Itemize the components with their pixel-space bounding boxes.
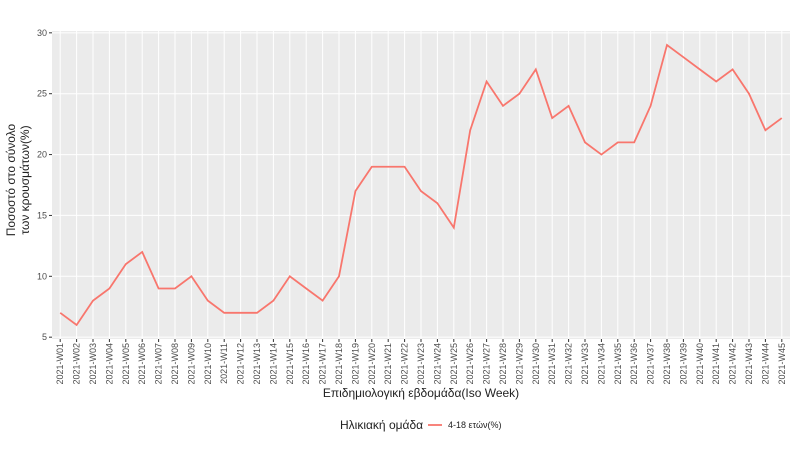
- x-tick-label: 2021-W40: [695, 343, 705, 385]
- x-tick-label: 2021-W29: [514, 343, 524, 385]
- y-axis-title: Ποσοστό στο σύνολο: [4, 123, 18, 236]
- x-tick-label: 2021-W23: [416, 343, 426, 385]
- x-tick-label: 2021-W32: [564, 343, 574, 385]
- x-tick-label: 2021-W35: [613, 343, 623, 385]
- x-tick-label: 2021-W37: [646, 343, 656, 385]
- x-tick-label: 2021-W24: [432, 343, 442, 385]
- legend-label: 4-18 ετών(%): [448, 420, 501, 430]
- x-tick-label: 2021-W01: [55, 343, 65, 385]
- x-tick-label: 2021-W07: [154, 343, 164, 385]
- x-tick-label: 2021-W25: [449, 343, 459, 385]
- x-axis-title: Επιδημιολογική εβδομάδα(Iso Week): [323, 386, 519, 400]
- x-tick-label: 2021-W20: [367, 343, 377, 385]
- series-line: [59, 43, 783, 327]
- x-tick-label: 2021-W02: [72, 343, 82, 385]
- x-tick-label: 2021-W06: [137, 343, 147, 385]
- x-tick-label: 2021-W04: [104, 343, 114, 385]
- x-tick-label: 2021-W22: [400, 343, 410, 385]
- x-tick-label: 2021-W08: [170, 343, 180, 385]
- legend-title: Ηλικιακή ομάδα: [340, 418, 423, 432]
- y-tick-label: 15: [37, 210, 47, 220]
- x-tick-label: 2021-W44: [760, 343, 770, 385]
- x-tick-label: 2021-W10: [203, 343, 213, 385]
- x-tick-label: 2021-W14: [268, 343, 278, 385]
- x-tick-label: 2021-W43: [744, 343, 754, 385]
- x-tick-label: 2021-W09: [186, 343, 196, 385]
- x-tick-label: 2021-W39: [678, 343, 688, 385]
- x-tick-label: 2021-W18: [334, 343, 344, 385]
- x-tick-label: 2021-W30: [531, 343, 541, 385]
- x-tick-label: 2021-W21: [383, 343, 393, 385]
- y-tick-label: 5: [42, 332, 47, 342]
- x-tick-label: 2021-W34: [596, 343, 606, 385]
- x-tick-label: 2021-W12: [236, 343, 246, 385]
- x-tick-label: 2021-W38: [662, 343, 672, 385]
- x-tick-label: 2021-W03: [88, 343, 98, 385]
- y-axis-title: των κρουσμάτων(%): [18, 125, 32, 234]
- y-tick-label: 20: [37, 150, 47, 160]
- y-tick-label: 30: [37, 28, 47, 38]
- x-tick-label: 2021-W19: [350, 343, 360, 385]
- x-tick-label: 2021-W13: [252, 343, 262, 385]
- y-tick-label: 10: [37, 271, 47, 281]
- x-tick-label: 2021-W16: [301, 343, 311, 385]
- x-tick-label: 2021-W42: [728, 343, 738, 385]
- y-tick-label: 25: [37, 89, 47, 99]
- x-tick-label: 2021-W26: [465, 343, 475, 385]
- x-tick-label: 2021-W36: [629, 343, 639, 385]
- x-tick-label: 2021-W31: [547, 343, 557, 385]
- x-tick-label: 2021-W33: [580, 343, 590, 385]
- x-tick-label: 2021-W27: [482, 343, 492, 385]
- x-tick-label: 2021-W45: [777, 343, 787, 385]
- x-tick-label: 2021-W17: [318, 343, 328, 385]
- x-tick-label: 2021-W11: [219, 343, 229, 384]
- x-tick-label: 2021-W41: [711, 343, 721, 385]
- x-tick-label: 2021-W28: [498, 343, 508, 385]
- x-tick-label: 2021-W05: [121, 343, 131, 385]
- x-tick-label: 2021-W15: [285, 343, 295, 385]
